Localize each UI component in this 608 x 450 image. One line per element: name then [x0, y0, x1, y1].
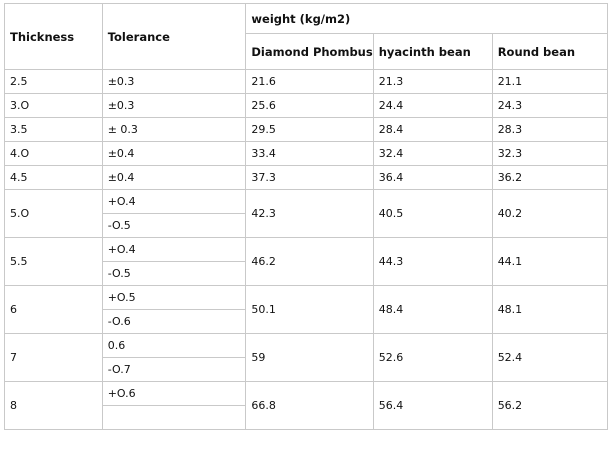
cell-round-weight: 21.1 [491, 69, 608, 94]
cell-round-weight: 24.3 [491, 93, 608, 118]
cell-tolerance: ±0.4 [101, 165, 247, 190]
cell-diamond-weight: 25.6 [245, 93, 374, 118]
cell-diamond-weight: 59 [245, 333, 374, 382]
header-weight-group: weight (kg/m2) [245, 3, 608, 34]
header-thickness: Thickness [4, 3, 103, 70]
cell-hyacinth-weight: 24.4 [372, 93, 493, 118]
cell-tolerance: ±0.4 [101, 141, 247, 166]
table-row: 2.5 ±0.3 21.6 21.3 21.1 [4, 69, 608, 94]
cell-hyacinth-weight: 56.4 [372, 381, 493, 430]
table-row: -O.5 [5, 213, 608, 238]
cell-hyacinth-weight: 40.5 [372, 189, 493, 238]
cell-thickness: 4.O [4, 141, 103, 166]
cell-diamond-weight: 21.6 [245, 69, 374, 94]
table-row: 7 0.6 59 52.6 52.4 [4, 333, 608, 382]
cell-round-weight: 40.2 [491, 189, 608, 238]
table-row: -O.5 [5, 261, 608, 286]
cell-hyacinth-weight: 44.3 [372, 237, 493, 286]
cell-round-weight: 28.3 [491, 117, 608, 142]
table-row: 4.5 ±0.4 37.3 36.4 36.2 [4, 165, 608, 190]
cell-tolerance-upper: +O.5 [101, 285, 247, 310]
cell-diamond-weight: 50.1 [245, 285, 374, 334]
cell-thickness: 3.O [4, 93, 103, 118]
table-header: Thickness Tolerance weight (kg/m2) Diamo… [4, 3, 608, 70]
header-hyacinth-bean: hyacinth bean [372, 33, 493, 70]
table-row: 5.5 +O.4 46.2 44.3 44.1 [4, 237, 608, 286]
cell-tolerance-lower: -O.7 [101, 357, 247, 382]
cell-round-weight: 52.4 [491, 333, 608, 382]
cell-diamond-weight: 42.3 [245, 189, 374, 238]
cell-hyacinth-weight: 28.4 [372, 117, 493, 142]
header-diamond-phombus: Diamond Phombus [245, 33, 374, 70]
cell-tolerance: ±0.3 [101, 93, 247, 118]
table-row: 3.O ±0.3 25.6 24.4 24.3 [4, 93, 608, 118]
header-tolerance: Tolerance [101, 3, 247, 70]
table-row: -O.7 [5, 357, 608, 382]
cell-hyacinth-weight: 48.4 [372, 285, 493, 334]
cell-thickness: 4.5 [4, 165, 103, 190]
table-row: 3.5 ± 0.3 29.5 28.4 28.3 [4, 117, 608, 142]
cell-thickness: 2.5 [4, 69, 103, 94]
cell-tolerance-lower: -O.6 [101, 309, 247, 334]
cell-thickness: 7 [4, 333, 103, 382]
table-row: 8 +O.6 66.8 56.4 56.2 [4, 381, 608, 430]
table-row: 5.O +O.4 42.3 40.5 40.2 [4, 189, 608, 238]
cell-diamond-weight: 37.3 [245, 165, 374, 190]
cell-hyacinth-weight: 52.6 [372, 333, 493, 382]
cell-hyacinth-weight: 36.4 [372, 165, 493, 190]
cell-diamond-weight: 29.5 [245, 117, 374, 142]
cell-tolerance: ± 0.3 [101, 117, 247, 142]
cell-tolerance-lower: -O.5 [101, 213, 247, 238]
table-row: 6 +O.5 50.1 48.4 48.1 [4, 285, 608, 334]
cell-tolerance-upper: +O.4 [101, 237, 247, 262]
table-row [5, 405, 608, 430]
table-row: 4.O ±0.4 33.4 32.4 32.3 [4, 141, 608, 166]
weight-spec-table: Thickness Tolerance weight (kg/m2) Diamo… [4, 3, 608, 430]
cell-thickness: 8 [4, 381, 103, 430]
cell-round-weight: 44.1 [491, 237, 608, 286]
cell-diamond-weight: 46.2 [245, 237, 374, 286]
header-round-bean: Round bean [491, 33, 608, 70]
cell-tolerance-lower [101, 405, 247, 430]
cell-round-weight: 48.1 [491, 285, 608, 334]
cell-thickness: 6 [4, 285, 103, 334]
cell-hyacinth-weight: 21.3 [372, 69, 493, 94]
cell-thickness: 5.O [4, 189, 103, 238]
table-body: 2.5 ±0.3 21.6 21.3 21.1 3.O ±0.3 25.6 24.4 24.3 3.… [4, 69, 608, 430]
cell-tolerance-upper: +O.6 [101, 381, 247, 406]
cell-tolerance-upper: +O.4 [101, 189, 247, 214]
cell-tolerance-upper: 0.6 [101, 333, 247, 358]
cell-tolerance: ±0.3 [101, 69, 247, 94]
cell-thickness: 3.5 [4, 117, 103, 142]
cell-hyacinth-weight: 32.4 [372, 141, 493, 166]
cell-diamond-weight: 66.8 [245, 381, 374, 430]
cell-round-weight: 32.3 [491, 141, 608, 166]
cell-diamond-weight: 33.4 [245, 141, 374, 166]
cell-round-weight: 56.2 [491, 381, 608, 430]
cell-round-weight: 36.2 [491, 165, 608, 190]
cell-tolerance-lower: -O.5 [101, 261, 247, 286]
cell-thickness: 5.5 [4, 237, 103, 286]
